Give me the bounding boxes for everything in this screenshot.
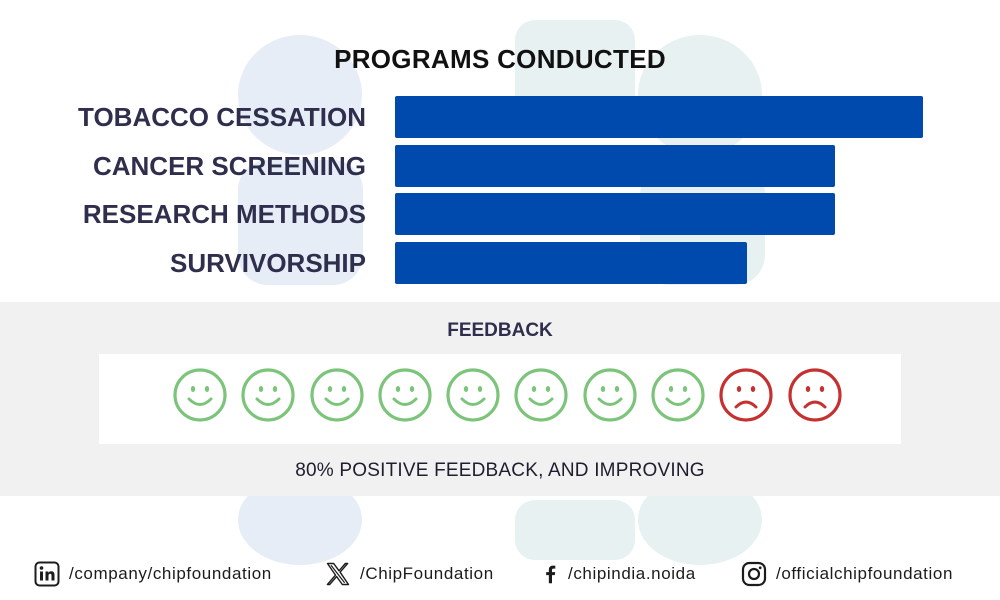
bar-chart-plot: TOBACCO CESSATION CANCER SCREENING RESEARC… xyxy=(78,96,923,284)
x-logo-icon xyxy=(326,562,350,586)
happy-face-icon xyxy=(309,367,365,423)
social-footer: /company/chipfoundation /ChipFoundation … xyxy=(0,556,1000,592)
sad-face-icon xyxy=(718,367,774,423)
x-handle: /ChipFoundation xyxy=(360,564,494,583)
feedback-faces-panel xyxy=(99,354,901,444)
bar xyxy=(395,145,835,187)
feedback-faces-row xyxy=(172,367,843,423)
bar xyxy=(395,96,923,138)
happy-face-icon xyxy=(240,367,296,423)
chart-title: PROGRAMS CONDUCTED xyxy=(334,44,666,74)
instagram-link[interactable]: /officialchipfoundation xyxy=(741,556,953,592)
category-label: CANCER SCREENING xyxy=(93,151,366,181)
happy-face-icon xyxy=(582,367,638,423)
happy-face-icon xyxy=(172,367,228,423)
category-label: TOBACCO CESSATION xyxy=(78,102,366,132)
happy-face-icon xyxy=(650,367,706,423)
happy-face-icon xyxy=(445,367,501,423)
x-link[interactable]: /ChipFoundation xyxy=(325,556,494,592)
category-label: SURVIVORSHIP xyxy=(170,248,366,278)
programs-chart: PROGRAMS CONDUCTED TOBACCO CESSATION CANC… xyxy=(78,44,923,284)
linkedin-link[interactable]: /company/chipfoundation xyxy=(34,556,272,592)
category-label: RESEARCH METHODS xyxy=(83,199,366,229)
facebook-link[interactable]: /chipindia.noida xyxy=(540,556,696,592)
happy-face-icon xyxy=(377,367,433,423)
instagram-icon xyxy=(741,561,767,587)
happy-face-icon xyxy=(513,367,569,423)
linkedin-icon xyxy=(34,561,60,587)
feedback-title: FEEDBACK xyxy=(447,320,553,341)
bar xyxy=(395,242,747,284)
feedback-caption: 80% POSITIVE FEEDBACK, AND IMPROVING xyxy=(295,460,705,481)
instagram-handle: /officialchipfoundation xyxy=(776,564,953,583)
facebook-icon xyxy=(546,565,556,584)
facebook-handle: /chipindia.noida xyxy=(568,564,696,583)
linkedin-handle: /company/chipfoundation xyxy=(69,564,272,583)
bar xyxy=(395,193,835,235)
sad-face-icon xyxy=(787,367,843,423)
feedback-section: FEEDBACK 80% POSITIVE FEEDBACK, AND IMPR… xyxy=(0,302,1000,496)
